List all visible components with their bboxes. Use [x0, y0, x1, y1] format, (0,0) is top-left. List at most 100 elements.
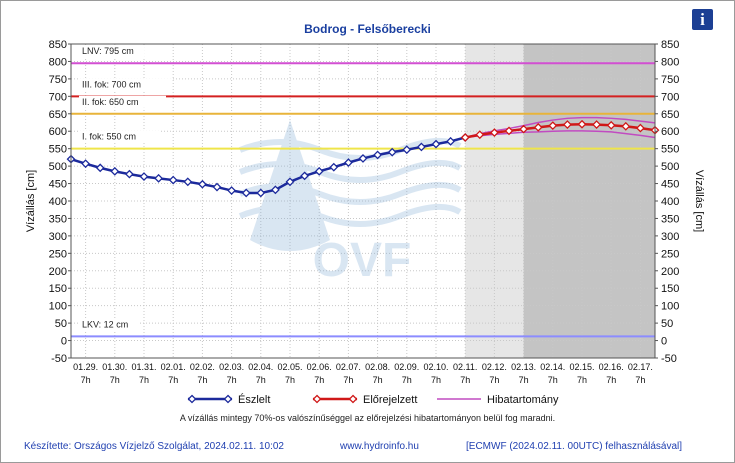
y-tick-label-left: 650: [49, 109, 67, 121]
observed-point: [110, 166, 120, 176]
observed-point: [358, 154, 368, 163]
y-tick-label-left: 150: [49, 283, 67, 295]
x-tick-date: 02.13.: [511, 362, 536, 372]
observed-point: [270, 185, 280, 195]
y-tick-label-left: 750: [49, 74, 67, 86]
x-tick-hour: 7h: [168, 375, 178, 385]
y-tick-label-left: 200: [49, 266, 67, 278]
x-tick-hour: 7h: [548, 375, 558, 385]
x-tick-date: 02.11.: [453, 362, 477, 372]
threshold-label-4: LKV: 12 cm: [82, 319, 128, 329]
legend-marker-1: [348, 394, 358, 404]
observed-point: [212, 182, 222, 192]
observed-point: [402, 145, 412, 155]
x-tick-hour: 7h: [256, 375, 266, 385]
x-tick-date: 02.09.: [394, 362, 419, 372]
y-tick-label-right: 650: [661, 109, 679, 121]
y-tick-label-left: 500: [49, 161, 67, 173]
observed-point: [300, 171, 310, 181]
observed-point: [446, 136, 456, 146]
x-tick-date: 02.14.: [540, 362, 565, 372]
y-tick-label-left: 800: [49, 56, 67, 68]
y-tick-label-right: 100: [661, 301, 679, 313]
y-tick-label-right: 350: [661, 213, 679, 225]
y-tick-label-right: 250: [661, 248, 679, 260]
observed-point: [314, 166, 324, 176]
x-tick-hour: 7h: [139, 375, 149, 385]
y-tick-label-left: 100: [49, 301, 67, 313]
chart-title: Bodrog - Felsőberecki: [304, 22, 431, 36]
y-tick-label-right: 550: [661, 144, 679, 156]
forecast-point: [577, 119, 587, 129]
observed-point: [154, 173, 164, 183]
watermark-wave-1: [238, 159, 462, 183]
threshold-label-bg-3: [79, 130, 161, 143]
author-credit: Készítette: Országos Vízjelző Szolgálat,…: [24, 441, 284, 452]
y-tick-label-right: 150: [661, 283, 679, 295]
threshold-label-0: LNV: 795 cm: [82, 46, 134, 56]
threshold-label-2: II. fok: 650 cm: [82, 97, 139, 107]
observed-point: [329, 162, 339, 172]
observed-point: [81, 159, 91, 169]
y-tick-label-left: -50: [51, 353, 67, 365]
forecast-point: [621, 121, 631, 131]
forecast-point: [533, 122, 543, 132]
x-tick-date: 02.04.: [248, 362, 273, 372]
observed-point: [124, 169, 134, 179]
y-tick-label-left: 400: [49, 196, 67, 208]
x-tick-hour: 7h: [197, 375, 207, 385]
observed-point: [373, 150, 383, 160]
x-tick-date: 02.05.: [277, 362, 302, 372]
y-tick-label-right: 800: [661, 56, 679, 68]
threshold-label-3: I. fok: 550 cm: [82, 132, 136, 142]
observed-point: [227, 186, 237, 195]
observed-point: [183, 177, 193, 187]
x-tick-hour: 7h: [431, 375, 441, 385]
x-tick-date: 02.01.: [161, 362, 186, 372]
y-tick-label-left: 350: [49, 213, 67, 225]
y-tick-label-right: 600: [661, 126, 679, 138]
observed-point: [387, 147, 397, 157]
y-tick-label-left: 250: [49, 248, 67, 260]
x-tick-hour: 7h: [314, 375, 324, 385]
observed-point: [241, 188, 251, 198]
website-link[interactable]: www.hydroinfo.hu: [340, 441, 419, 452]
y-axis-title-right: Vízállás [cm]: [693, 170, 705, 232]
x-tick-date: 02.07.: [336, 362, 361, 372]
y-tick-label-right: 700: [661, 91, 679, 103]
x-tick-hour: 7h: [460, 375, 470, 385]
y-tick-label-left: 600: [49, 126, 67, 138]
y-tick-label-right: -50: [661, 353, 677, 365]
forecast-point: [489, 128, 499, 138]
x-tick-hour: 7h: [519, 375, 529, 385]
forecast-footnote: A vízállás mintegy 70%-os valószínűségge…: [179, 413, 556, 423]
info-icon[interactable]: i: [692, 9, 713, 30]
observed-point: [95, 163, 105, 173]
y-tick-label-right: 400: [661, 196, 679, 208]
legend-marker-1: [312, 394, 322, 404]
threshold-label-bg-0: [79, 45, 145, 58]
x-tick-date: 02.17.: [628, 362, 653, 372]
x-tick-date: 02.03.: [219, 362, 244, 372]
observed-point: [256, 188, 266, 198]
forecast-point: [562, 120, 572, 130]
forecast-point: [504, 126, 514, 136]
x-tick-date: 01.29.: [73, 362, 98, 372]
y-tick-label-right: 300: [661, 231, 679, 243]
y-tick-label-left: 550: [49, 144, 67, 156]
legend-marker-0: [223, 394, 233, 404]
x-tick-hour: 7h: [343, 375, 353, 385]
x-tick-hour: 7h: [635, 375, 645, 385]
x-tick-date: 01.31.: [131, 362, 156, 372]
observed-point: [197, 179, 207, 189]
x-tick-hour: 7h: [489, 375, 499, 385]
y-tick-label-right: 0: [661, 336, 667, 348]
threshold-label-bg-2: [79, 95, 166, 108]
legend-marker-0: [187, 394, 197, 404]
x-tick-date: 02.02.: [190, 362, 215, 372]
observed-point: [139, 172, 149, 181]
observed-point: [285, 177, 295, 187]
y-tick-label-left: 700: [49, 91, 67, 103]
observed-series-line: [70, 136, 466, 195]
